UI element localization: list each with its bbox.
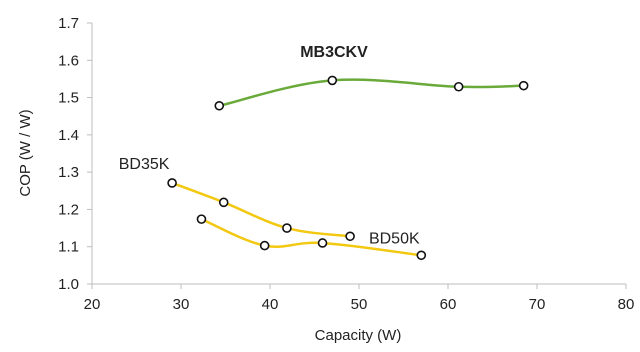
x-tick-label: 40 <box>262 296 279 313</box>
y-tick-label: 1.4 <box>58 127 79 144</box>
data-point <box>167 178 177 188</box>
series-mb3ckv <box>214 75 529 111</box>
x-tick-label: 70 <box>529 296 546 313</box>
series-label: MB3CKV <box>300 44 368 61</box>
series-bd35k <box>167 178 355 242</box>
series-bd50k <box>196 214 427 261</box>
y-tick-label: 1.2 <box>58 201 79 218</box>
series-label: BD50K <box>369 230 420 247</box>
data-point <box>282 223 292 233</box>
data-point <box>453 81 464 92</box>
y-tick-label: 1.0 <box>58 276 79 293</box>
y-tick-label: 1.5 <box>58 90 79 107</box>
data-point <box>259 240 270 251</box>
data-point <box>518 80 529 91</box>
data-point <box>196 214 207 224</box>
data-point <box>317 238 328 248</box>
data-point <box>218 197 229 208</box>
y-tick-label: 1.1 <box>58 239 79 256</box>
x-tick-label: 30 <box>173 296 190 313</box>
x-tick-label: 20 <box>84 296 101 313</box>
y-tick-label: 1.3 <box>58 164 79 181</box>
x-tick-label: 80 <box>618 296 635 313</box>
x-tick-label: 60 <box>440 296 457 313</box>
series-line <box>170 181 352 238</box>
y-tick-label: 1.6 <box>58 52 79 69</box>
data-point <box>327 75 338 86</box>
series-line <box>200 217 423 257</box>
x-axis-title: Capacity (W) <box>315 327 402 344</box>
series-line <box>218 78 525 108</box>
data-point <box>345 231 355 242</box>
data-point <box>214 100 225 111</box>
data-point <box>416 250 427 261</box>
y-tick-label: 1.7 <box>58 15 79 32</box>
y-axis-title: COP (W / W) <box>17 109 34 196</box>
x-tick-label: 50 <box>351 296 368 313</box>
series-label: BD35K <box>119 156 170 173</box>
